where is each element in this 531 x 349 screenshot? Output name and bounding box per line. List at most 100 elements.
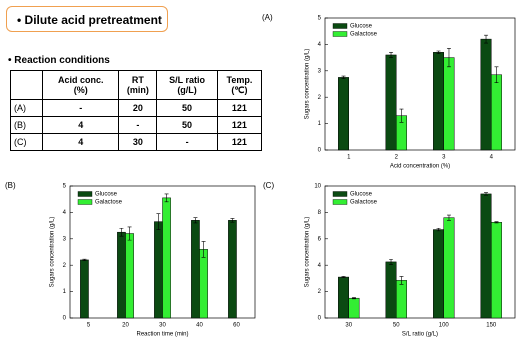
bar: [199, 249, 208, 319]
error-bar: [389, 52, 394, 58]
table-cell: 30: [118, 133, 158, 151]
header-cell: Temp. (℃): [216, 70, 263, 100]
y-tick-label: 10: [314, 184, 321, 190]
table-row: (C) 4 30-121: [10, 133, 263, 151]
legend-swatch: [77, 191, 93, 197]
y-tick-label: 0: [63, 316, 67, 322]
plot-frame: [324, 185, 516, 319]
bar: [228, 220, 237, 319]
x-tick-label: 150: [486, 323, 497, 329]
error-bar: [436, 227, 441, 232]
x-tick-label: 2: [395, 155, 399, 161]
y-tick-label: 0: [318, 316, 322, 322]
x-tick-label: 1: [347, 155, 351, 161]
x-tick-label: 60: [233, 323, 240, 329]
legend-label: Galactose: [350, 200, 378, 206]
legend-swatch: [332, 199, 348, 205]
legend-label: Galactose: [95, 200, 123, 206]
y-tick-label: 2: [318, 289, 322, 295]
error-bar: [436, 50, 441, 54]
table-cell: (C): [10, 133, 43, 151]
bar: [443, 217, 455, 319]
legend-label: Glucose: [95, 192, 118, 198]
error-bar: [193, 217, 198, 224]
error-bar: [230, 218, 235, 223]
table-cell: 121: [216, 133, 263, 151]
header-cell: Acid conc. (%): [41, 70, 120, 100]
bar: [491, 222, 502, 319]
table-row: (B) 4-50 121: [10, 116, 263, 134]
error-bar: [164, 193, 169, 203]
x-axis-label: Acid concentration (%): [390, 164, 450, 170]
bar: [338, 77, 349, 151]
y-axis-label: Sugars concentration (g/L): [305, 217, 311, 288]
error-bar: [119, 227, 124, 237]
error-bar: [127, 226, 132, 241]
legend-label: Glucose: [350, 24, 373, 30]
x-tick-label: 3: [442, 155, 446, 161]
conditions-table: Acid conc. (%) RT (min) S/L ratio (g/L) …: [10, 70, 263, 151]
y-tick-label: 8: [318, 210, 322, 216]
x-tick-label: 40: [196, 323, 203, 329]
panel-label: (C): [263, 181, 274, 190]
x-tick-label: 100: [439, 323, 450, 329]
bar: [491, 74, 502, 151]
error-bar: [484, 192, 489, 196]
y-tick-label: 5: [318, 16, 322, 22]
error-bar: [446, 48, 451, 68]
legend-swatch: [332, 23, 348, 29]
bar: [191, 220, 200, 319]
error-bar: [82, 258, 87, 262]
bar: [385, 54, 397, 151]
legend-label: Galactose: [350, 32, 378, 38]
error-bar: [389, 258, 394, 265]
bar: [154, 221, 163, 319]
error-bar: [341, 75, 346, 80]
plot-frame: [324, 17, 516, 151]
error-bar: [494, 221, 499, 224]
header-cell: S/L ratio (g/L): [156, 70, 218, 100]
y-tick-label: 5: [63, 184, 67, 190]
bar: [125, 233, 134, 319]
x-tick-label: 4: [490, 155, 494, 161]
bar: [480, 193, 492, 319]
bar: [80, 259, 89, 319]
y-tick-label: 3: [63, 236, 67, 242]
error-bar: [341, 276, 346, 279]
y-axis-label: Sugars concentration (g/L): [305, 49, 311, 120]
panel-label: (B): [5, 181, 16, 190]
y-axis-label: Sugars concentration (g/L): [50, 217, 56, 288]
bar: [338, 276, 349, 319]
table-cell: 4: [41, 133, 120, 151]
error-bar: [446, 214, 451, 221]
legend-swatch: [332, 191, 348, 197]
error-bar: [351, 297, 356, 300]
table-row: (A) -20 50 121: [10, 99, 263, 117]
error-bar: [156, 213, 161, 230]
y-tick-label: 6: [318, 236, 322, 242]
x-tick-label: 20: [122, 323, 129, 329]
y-tick-label: 0: [318, 148, 322, 154]
y-tick-label: 2: [63, 263, 67, 269]
error-bar: [399, 108, 404, 123]
error-bar: [484, 34, 489, 44]
bar: [480, 38, 492, 151]
title-box: • Dilute acid pretreatment: [6, 6, 168, 32]
x-tick-label: 30: [345, 323, 352, 329]
y-tick-label: 3: [318, 68, 322, 74]
error-bar: [201, 241, 206, 258]
x-axis-label: Reaction time (min): [136, 332, 188, 338]
section-heading: • Reaction conditions: [8, 55, 110, 66]
error-bar: [399, 276, 404, 285]
legend-label: Glucose: [350, 192, 373, 198]
y-tick-label: 4: [63, 210, 67, 216]
bar: [396, 280, 407, 319]
bar: [443, 57, 455, 151]
error-bar: [494, 66, 499, 83]
bar: [162, 197, 171, 319]
y-tick-label: 4: [318, 263, 322, 269]
x-axis-label: S/L ratio (g/L): [402, 332, 438, 338]
y-tick-label: 1: [318, 121, 322, 127]
